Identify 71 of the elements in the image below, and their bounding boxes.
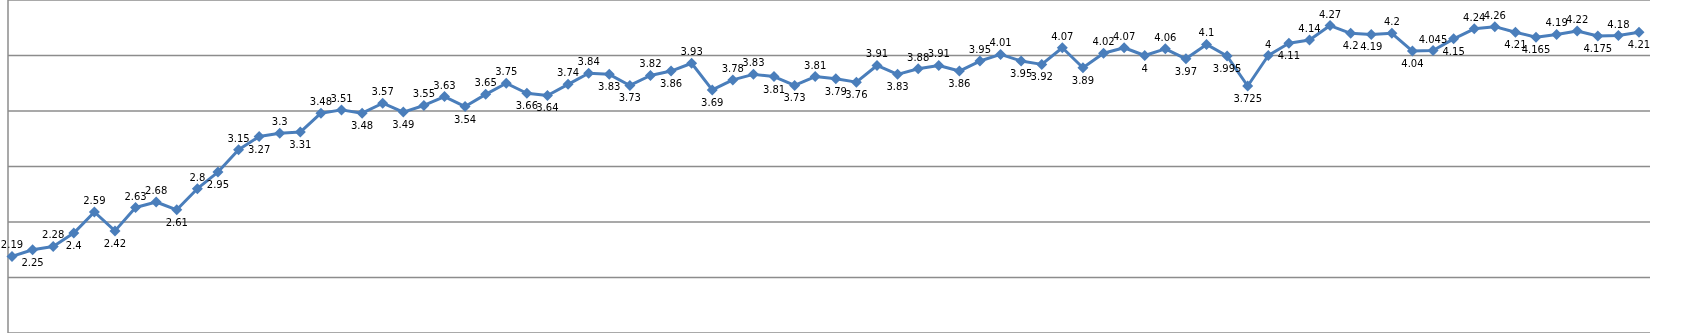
data-label: 3.93	[680, 46, 703, 58]
data-label: 3.84	[577, 56, 600, 68]
data-label: 4.21	[1627, 39, 1651, 51]
data-label: 3.75	[495, 66, 518, 78]
data-label: 3.81	[762, 83, 786, 95]
data-label: 4.18	[1607, 18, 1630, 30]
data-label: 3.54	[453, 113, 477, 125]
data-label: 3.65	[474, 77, 497, 89]
data-label: 4.1	[1198, 27, 1215, 39]
data-label: 2.68	[145, 185, 168, 197]
data-label: 3.15	[227, 132, 250, 144]
data-label: 3.81	[804, 59, 827, 71]
data-label: 3.92	[1030, 71, 1053, 83]
data-label: 2.42	[103, 237, 127, 249]
data-label: 4.06	[1154, 31, 1177, 43]
data-label: 4.24	[1463, 11, 1486, 23]
data-label: 3.86	[948, 78, 971, 90]
data-label: 3.97	[1174, 65, 1198, 77]
data-label: 3.83	[886, 81, 909, 93]
data-label: 3.86	[659, 78, 683, 90]
data-label: 2.19	[0, 239, 24, 251]
data-label: 3.76	[845, 89, 868, 101]
data-label: 4.19	[1360, 41, 1383, 53]
data-label: 2.61	[165, 216, 188, 228]
data-label: 2.28	[42, 229, 65, 241]
data-label: 3.89	[1071, 74, 1095, 86]
data-label: 3.78	[721, 62, 744, 74]
data-label: 3.64	[536, 102, 559, 114]
data-label: 2.8	[189, 171, 206, 183]
data-label: 4.11	[1277, 50, 1301, 62]
data-label: 4.2	[1383, 16, 1400, 28]
data-label: 2.63	[124, 190, 147, 202]
data-label: 4	[1265, 38, 1272, 50]
data-label: 3.27	[248, 143, 271, 155]
data-label: 3.48	[309, 96, 333, 108]
data-label: 3.82	[639, 58, 662, 70]
data-label: 3.48	[350, 120, 374, 132]
data-label: 3.49	[392, 119, 415, 131]
data-label: 4	[1141, 62, 1148, 74]
data-label: 3.83	[742, 57, 765, 69]
data-label: 2.59	[83, 195, 106, 207]
data-label: 4.14	[1298, 22, 1321, 34]
data-label: 4.22	[1566, 14, 1589, 26]
data-label: 3.55	[412, 88, 436, 100]
data-label: 4.07	[1051, 30, 1074, 42]
data-label: 3.63	[433, 79, 456, 91]
data-label: 2.95	[206, 179, 230, 191]
data-label: 3.73	[783, 92, 806, 104]
data-label: 3.57	[371, 86, 394, 98]
data-label: 4.175	[1583, 43, 1613, 55]
data-label: 3.88	[907, 51, 930, 63]
data-label: 2.25	[21, 256, 44, 268]
data-label: 3.725	[1233, 93, 1263, 105]
data-label: 3.31	[289, 139, 312, 151]
data-label: 3.73	[618, 92, 641, 104]
data-label: 3.74	[556, 67, 580, 79]
data-label: 4.01	[989, 37, 1012, 49]
data-label: 4.26	[1483, 9, 1506, 21]
data-label: 4.045	[1418, 33, 1448, 45]
data-label: 3.83	[598, 81, 621, 93]
data-label: 4.15	[1442, 45, 1465, 57]
data-label: 4.19	[1545, 17, 1568, 29]
data-label: 3.79	[824, 85, 847, 97]
data-label: 4.27	[1318, 8, 1342, 20]
data-label: 3.3	[271, 116, 288, 128]
data-label: 3.95	[968, 44, 992, 56]
data-label: 4.04	[1401, 58, 1424, 70]
data-label: 3.69	[701, 96, 724, 108]
data-label: 4.2	[1342, 40, 1359, 52]
data-label: 3.91	[865, 48, 889, 60]
data-label: 2.4	[65, 240, 82, 252]
